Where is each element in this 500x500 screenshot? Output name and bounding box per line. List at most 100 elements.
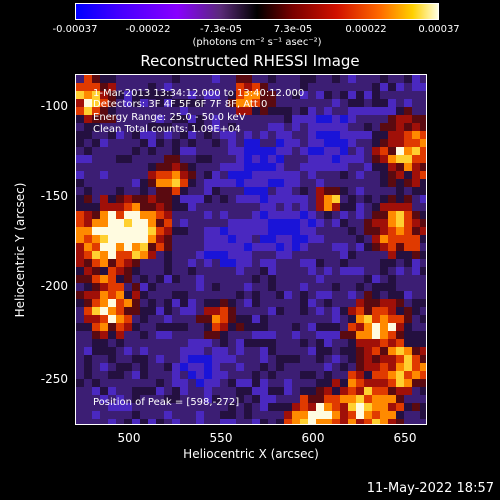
heatmap-cell (140, 363, 148, 371)
heatmap-cell (316, 299, 324, 307)
heatmap-cell (92, 387, 100, 395)
heatmap-cell (404, 75, 412, 83)
heatmap-cell (396, 403, 404, 411)
colorbar-tick: -0.00022 (125, 24, 171, 35)
heatmap-cell (164, 379, 172, 387)
heatmap-cell (84, 251, 92, 259)
heatmap-cell (324, 291, 332, 299)
heatmap-cell (308, 411, 316, 419)
heatmap-cell (260, 83, 268, 91)
heatmap-cell (132, 371, 140, 379)
heatmap-cell (252, 347, 260, 355)
heatmap-cell (420, 283, 426, 291)
heatmap-cell (188, 315, 196, 323)
heatmap-cell (164, 355, 172, 363)
heatmap-cell (228, 195, 236, 203)
heatmap-cell (84, 299, 92, 307)
heatmap-cell (300, 291, 308, 299)
heatmap-cell (380, 115, 388, 123)
heatmap-cell (180, 419, 188, 424)
heatmap-cell (116, 235, 124, 243)
heatmap-cell (140, 387, 148, 395)
heatmap-cell (244, 187, 252, 195)
heatmap-cell (116, 387, 124, 395)
heatmap-cell (356, 139, 364, 147)
heatmap-cell (364, 211, 372, 219)
heatmap-cell (332, 267, 340, 275)
heatmap-cell (260, 171, 268, 179)
heatmap-cell (356, 179, 364, 187)
heatmap-cell (220, 219, 228, 227)
heatmap-cell (220, 187, 228, 195)
heatmap-cell (228, 267, 236, 275)
heatmap-cell (124, 315, 132, 323)
heatmap-cell (84, 355, 92, 363)
heatmap-cell (396, 411, 404, 419)
heatmap-cell (324, 411, 332, 419)
heatmap-cell (364, 219, 372, 227)
heatmap-cell (348, 139, 356, 147)
heatmap-cell (188, 91, 196, 99)
heatmap-cell (244, 371, 252, 379)
heatmap-cell (420, 203, 426, 211)
heatmap-cell (300, 155, 308, 163)
heatmap-cell (180, 147, 188, 155)
heatmap-cell (396, 379, 404, 387)
heatmap-cell (404, 339, 412, 347)
heatmap-cell (116, 283, 124, 291)
heatmap-cell (212, 187, 220, 195)
heatmap-cell (100, 379, 108, 387)
heatmap-cell (148, 195, 156, 203)
heatmap-cell (316, 115, 324, 123)
heatmap-cell (116, 419, 124, 424)
heatmap-cell (92, 379, 100, 387)
heatmap-cell (100, 211, 108, 219)
heatmap-cell (212, 323, 220, 331)
heatmap-cell (348, 99, 356, 107)
heatmap-cell (220, 315, 228, 323)
heatmap-cell (388, 75, 396, 83)
heatmap-cell (412, 419, 420, 424)
heatmap-cell (84, 131, 92, 139)
heatmap-cell (132, 243, 140, 251)
heatmap-cell (324, 283, 332, 291)
heatmap-cell (276, 195, 284, 203)
heatmap-cell (292, 107, 300, 115)
heatmap-cell (292, 275, 300, 283)
heatmap-cell (268, 331, 276, 339)
y-tick-label: -150 (40, 189, 68, 203)
heatmap-cell (228, 347, 236, 355)
heatmap-cell (356, 379, 364, 387)
heatmap-cell (396, 203, 404, 211)
heatmap-cell (204, 419, 212, 424)
heatmap-cell (372, 75, 380, 83)
heatmap-cell (156, 347, 164, 355)
heatmap-cell (212, 291, 220, 299)
heatmap-cell (148, 275, 156, 283)
heatmap-cell (204, 187, 212, 195)
timestamp: 11-May-2022 18:57 (366, 481, 494, 496)
heatmap-cell (276, 411, 284, 419)
heatmap-cell (236, 195, 244, 203)
heatmap-cell (292, 331, 300, 339)
heatmap-cell (228, 131, 236, 139)
heatmap-cell (412, 323, 420, 331)
heatmap-cell (124, 171, 132, 179)
heatmap-cell (356, 203, 364, 211)
heatmap-cell (300, 147, 308, 155)
heatmap-cell (276, 203, 284, 211)
heatmap-cell (236, 331, 244, 339)
heatmap-cell (188, 259, 196, 267)
heatmap-cell (284, 163, 292, 171)
heatmap-cell (396, 171, 404, 179)
heatmap-cell (140, 107, 148, 115)
heatmap-cell (308, 355, 316, 363)
heatmap-cell (140, 419, 148, 424)
heatmap-cell (380, 163, 388, 171)
heatmap-cell (404, 227, 412, 235)
heatmap-cell (172, 315, 180, 323)
heatmap-cell (356, 363, 364, 371)
heatmap-cell (164, 147, 172, 155)
heatmap-cell (300, 267, 308, 275)
heatmap-cell (300, 339, 308, 347)
